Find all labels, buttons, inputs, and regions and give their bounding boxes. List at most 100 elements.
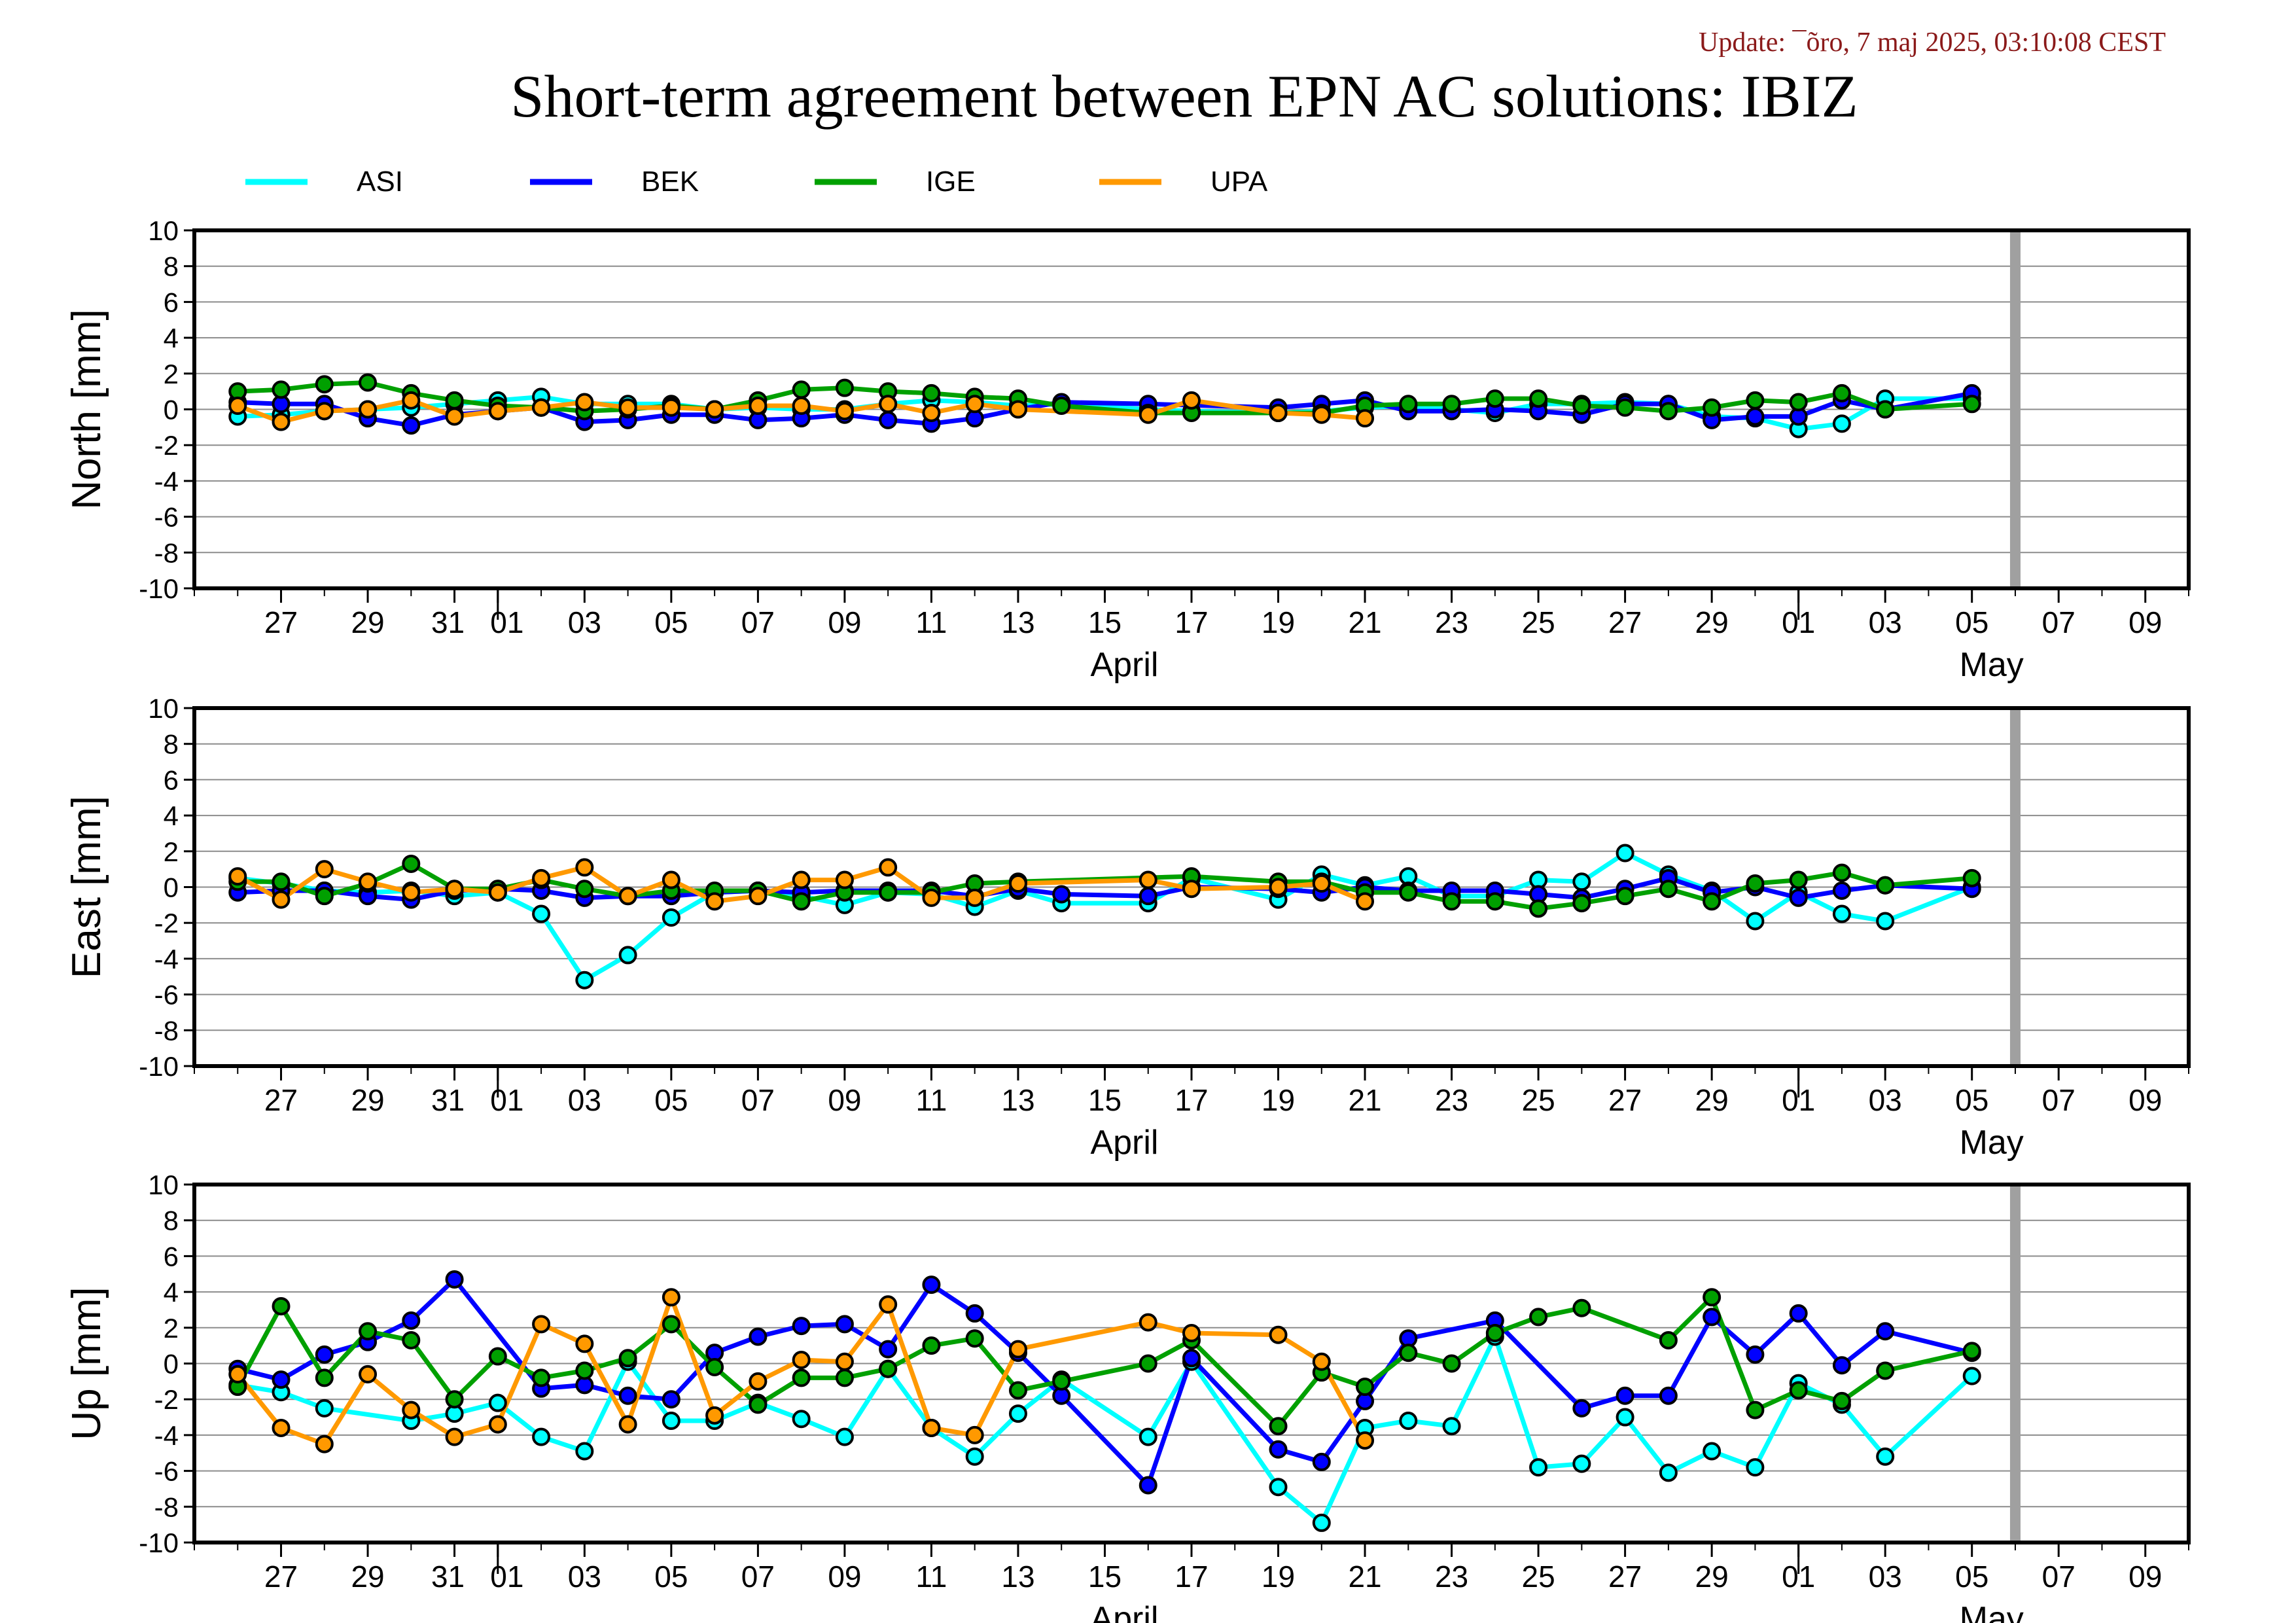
chart-panels: 10 8 6 4 2 0 -2 -4 -6 -8 -10 North [mm] 27 29 31 01 03 05… (64, 215, 2191, 1623)
x-tick-label: 09 (828, 1560, 861, 1594)
data-point-ige (1703, 892, 1722, 911)
data-point-bek (1312, 1452, 1331, 1471)
y-tick-label: -4 (154, 466, 179, 497)
data-point-bek (1832, 1356, 1851, 1375)
x-tick-label: 05 (654, 1560, 688, 1594)
data-point-upa (575, 1334, 594, 1353)
data-point-upa (1008, 1340, 1027, 1359)
panel-3: 10 8 6 4 2 0 -2 -4 -6 -8 -10 Up [mm] 27 29 31 01 03 05 07 0… (64, 1169, 2191, 1623)
x-tick-label: 09 (828, 605, 861, 639)
data-point-asi (1876, 912, 1895, 931)
y-tick-label: -8 (154, 1491, 179, 1522)
y-tick-label: -2 (154, 908, 179, 938)
data-point-ige (1572, 894, 1591, 913)
data-point-ige (1876, 400, 1895, 419)
data-point-ige (1529, 1308, 1548, 1327)
data-point-ige (835, 378, 854, 397)
x-tick-label: 07 (741, 605, 775, 639)
data-point-ige (1659, 1330, 1678, 1349)
data-point-upa (749, 1372, 768, 1391)
data-point-upa (879, 858, 898, 877)
data-point-upa (705, 892, 724, 911)
y-tick-label: -4 (154, 1420, 179, 1451)
data-point-ige (618, 1349, 637, 1368)
y-tick-label: 8 (164, 1205, 179, 1236)
data-point-bek (315, 1345, 334, 1364)
x-month-label: April (1090, 646, 1158, 684)
data-point-upa (445, 1427, 464, 1446)
data-point-asi (1529, 1458, 1548, 1477)
data-point-ige (1962, 395, 1981, 414)
data-point-asi (1703, 1442, 1722, 1461)
y-tick-label: -8 (154, 537, 179, 568)
data-point-upa (1182, 391, 1201, 410)
data-point-bek (922, 1275, 941, 1294)
x-tick-label: 01 (1782, 605, 1815, 639)
data-point-bek (1052, 885, 1071, 904)
data-point-upa (445, 880, 464, 899)
data-point-ige (359, 1322, 378, 1341)
y-axis-label: Up [mm] (64, 1287, 109, 1440)
x-tick-label: 07 (2042, 605, 2075, 639)
data-point-upa (749, 887, 768, 906)
data-point-upa (1139, 405, 1157, 424)
y-tick-label: 0 (164, 395, 179, 425)
y-tick-label: -6 (154, 1456, 179, 1487)
x-tick-label: 13 (1001, 605, 1034, 639)
x-tick-label: 17 (1174, 1560, 1208, 1594)
data-point-upa (835, 1352, 854, 1371)
x-tick-label: 27 (264, 1083, 298, 1117)
data-point-upa (879, 395, 898, 414)
data-point-asi (662, 1412, 680, 1431)
data-point-upa (228, 397, 247, 416)
data-point-ige (1052, 397, 1071, 416)
y-axis-label: East [mm] (64, 796, 109, 978)
x-tick-label: 27 (264, 605, 298, 639)
x-tick-label: 19 (1262, 605, 1295, 639)
data-point-ige (1659, 402, 1678, 421)
x-tick-label: 23 (1435, 605, 1468, 639)
x-tick-label: 29 (351, 605, 384, 639)
data-point-upa (402, 391, 421, 410)
data-point-ige (1485, 892, 1504, 911)
data-point-upa (792, 870, 811, 889)
data-point-asi (1399, 1412, 1418, 1431)
x-tick-label: 29 (1695, 605, 1729, 639)
data-point-upa (488, 402, 507, 421)
x-tick-label: 23 (1435, 1083, 1468, 1117)
data-point-ige (1746, 874, 1765, 893)
data-point-ige (1442, 395, 1461, 414)
data-point-upa (749, 397, 768, 416)
data-point-ige (749, 1395, 768, 1414)
data-point-asi (1876, 1447, 1895, 1466)
data-point-ige (488, 1347, 507, 1366)
data-point-ige (272, 872, 291, 891)
data-point-ige (402, 1330, 421, 1349)
data-point-ige (1485, 389, 1504, 408)
panel-1: 10 8 6 4 2 0 -2 -4 -6 -8 -10 North [mm] 27 29 31 01 03 05… (64, 215, 2191, 684)
x-tick-label: 01 (1782, 1560, 1815, 1594)
data-point-upa (965, 395, 984, 414)
legend: ASI BEK IGE UPA (245, 166, 1268, 198)
data-point-ige (1442, 892, 1461, 911)
data-point-upa (1139, 870, 1157, 889)
y-tick-label: -10 (139, 1527, 179, 1558)
legend-label-ige: IGE (926, 166, 976, 198)
y-tick-label: 0 (164, 1349, 179, 1380)
data-point-asi (1832, 414, 1851, 433)
y-tick-label: -2 (154, 430, 179, 461)
data-point-upa (792, 1351, 811, 1370)
data-point-upa (402, 883, 421, 902)
data-point-asi (1572, 1454, 1591, 1473)
data-point-upa (315, 402, 334, 421)
data-point-upa (359, 400, 378, 419)
x-tick-label: 29 (351, 1560, 384, 1594)
data-point-ige (1962, 1342, 1981, 1361)
data-point-upa (532, 868, 551, 887)
x-tick-label: 15 (1088, 605, 1122, 639)
data-point-ige (1572, 1298, 1591, 1317)
x-month-label: May (1960, 646, 2024, 684)
data-point-ige (1746, 391, 1765, 410)
data-point-upa (228, 1364, 247, 1383)
data-point-ige (879, 883, 898, 902)
